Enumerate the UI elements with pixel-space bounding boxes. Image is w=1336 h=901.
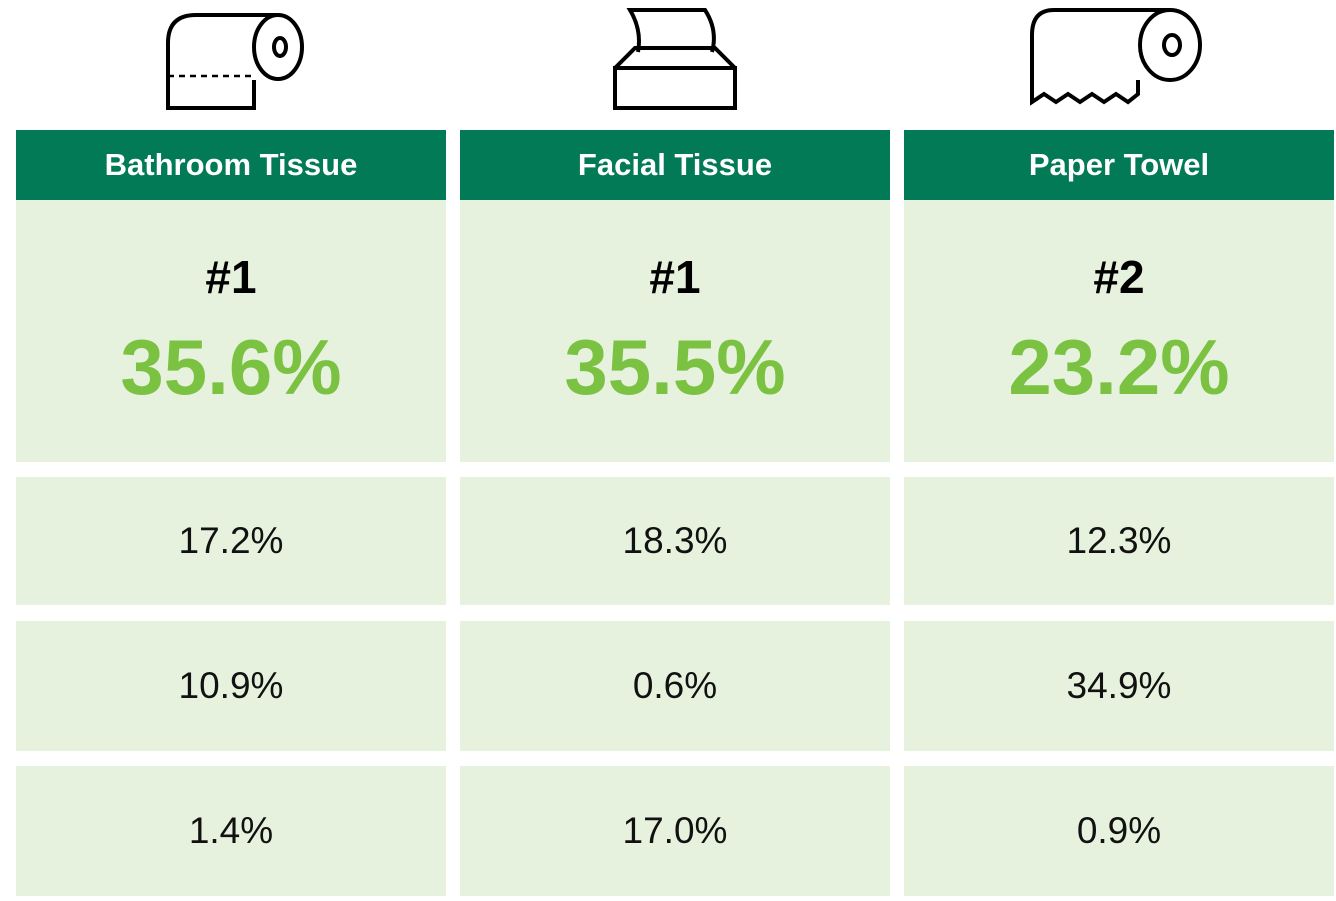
column: Facial Tissue #1 35.5% 18.3% 0.6% 17.0%	[460, 0, 890, 901]
column: Paper Towel #2 23.2% 12.3% 34.9% 0.9%	[904, 0, 1334, 901]
row-cell: 17.0%	[460, 766, 890, 896]
rank: #1	[205, 251, 257, 303]
share-cell: #1 35.6%	[16, 200, 446, 462]
column-header: Paper Towel	[904, 130, 1334, 200]
row-cell: 1.4%	[16, 766, 446, 896]
row-cell: 18.3%	[460, 477, 890, 605]
row-cell: 17.2%	[16, 477, 446, 605]
row-cell: 10.9%	[16, 621, 446, 751]
column: Bathroom Tissue #1 35.6% 17.2% 10.9% 1.4%	[16, 0, 446, 901]
share: 23.2%	[1008, 323, 1230, 411]
row-cell: 0.6%	[460, 621, 890, 751]
facial-tissue-icon	[613, 8, 737, 110]
column-header: Bathroom Tissue	[16, 130, 446, 200]
row-cell: 12.3%	[904, 477, 1334, 605]
bathroom-tissue-icon	[166, 13, 304, 110]
share: 35.5%	[564, 323, 786, 411]
rank: #1	[649, 251, 701, 303]
paper-towel-icon	[1030, 8, 1202, 106]
share-cell: #2 23.2%	[904, 200, 1334, 462]
share: 35.6%	[120, 323, 342, 411]
row-cell: 0.9%	[904, 766, 1334, 896]
column-header: Facial Tissue	[460, 130, 890, 200]
row-cell: 34.9%	[904, 621, 1334, 751]
share-cell: #1 35.5%	[460, 200, 890, 462]
rank: #2	[1093, 251, 1145, 303]
